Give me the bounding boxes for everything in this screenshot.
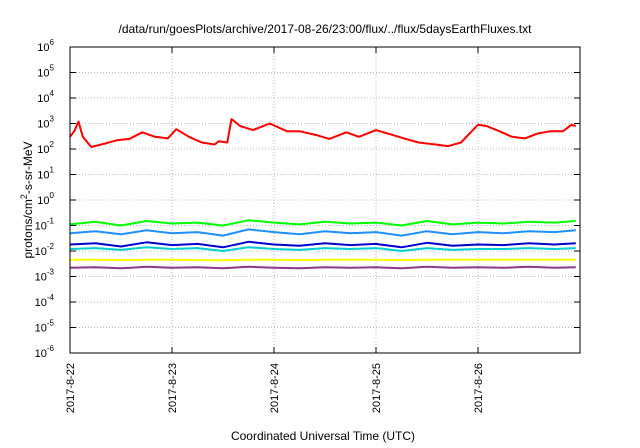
x-tick-label: 2017-8-24 [269,363,281,413]
x-tick-label: 2017-8-23 [167,363,179,413]
series-line-3 [69,228,576,237]
y-label-part: protons/cm [21,199,35,258]
y-tick-label: 106 [37,38,54,54]
series-line-5 [69,240,576,249]
y-tick-label: 103 [37,115,54,131]
axis-ticks [69,46,580,354]
y-tick-labels: 10-610-510-410-310-210-11001011021031041… [35,38,55,360]
y-tick-label: 10-2 [35,242,55,258]
y-tick-exponent: -6 [47,344,55,353]
y-tick-label: 10-6 [35,344,55,360]
y-tick-exponent: -2 [47,242,55,251]
y-tick-exponent: 2 [50,140,55,149]
x-tick-label: 2017-8-25 [371,363,383,413]
y-tick-label: 105 [37,64,54,80]
y-tick-exponent: 0 [50,191,55,200]
y-tick-label: 101 [37,166,54,182]
series-line-4 [69,246,576,252]
series-line-2 [69,219,576,227]
y-tick-label: 10-5 [35,319,55,335]
y-tick-label: 104 [37,89,54,105]
y-label-part: -s-sr-MeV [21,141,35,194]
x-axis-label: Coordinated Universal Time (UTC) [231,429,415,443]
series-line-6 [70,258,576,262]
y-tick-exponent: -5 [47,319,55,328]
y-tick-exponent: 6 [50,38,55,47]
x-tick-labels: 2017-8-22 2017-8-23 2017-8-24 2017-8-25 2017… [65,363,485,413]
y-tick-label: 10-1 [35,217,55,233]
series-lines [69,118,577,270]
y-tick-exponent: -3 [47,268,55,277]
x-tick-label: 2017-8-26 [473,363,485,413]
y-tick-exponent: 1 [50,166,55,175]
y-tick-label: 10-4 [35,293,55,309]
y-tick-label: 10-3 [35,268,55,284]
series-line-7 [69,265,576,270]
y-tick-label: 102 [37,140,54,156]
y-label-exponent: 2 [19,194,29,199]
y-axis-label: protons/cm2-s-sr-MeV [19,141,35,258]
grid-lines [70,47,580,353]
y-tick-exponent: 4 [50,89,55,98]
x-tick-label: 2017-8-22 [65,363,77,413]
y-tick-exponent: -1 [47,217,55,226]
y-tick-label: 100 [37,191,54,207]
y-tick-exponent: -4 [47,293,55,302]
series-line-1 [69,118,577,148]
y-tick-exponent: 3 [50,115,55,124]
y-tick-exponent: 5 [50,64,55,73]
chart-title: /data/run/goesPlots/archive/2017-08-26/2… [119,22,533,36]
